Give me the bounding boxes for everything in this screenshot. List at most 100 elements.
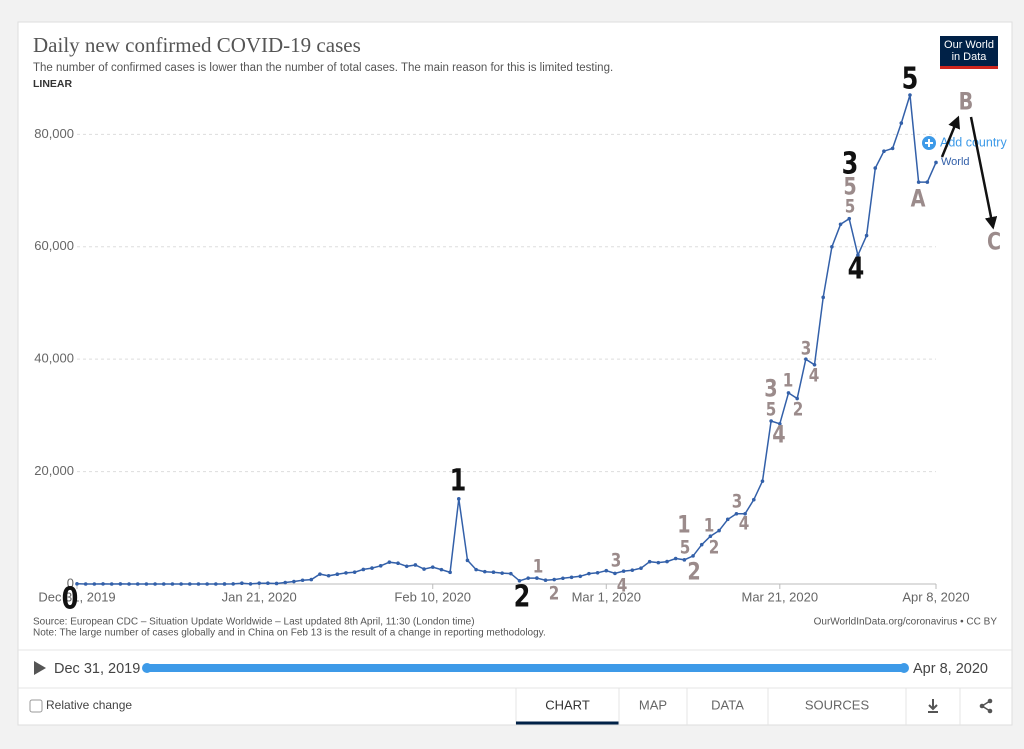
add-country-label[interactable]: Add country xyxy=(940,135,1007,149)
data-point xyxy=(804,357,808,361)
data-point xyxy=(595,571,600,575)
data-point xyxy=(673,556,678,561)
wave-label: 4 xyxy=(739,513,750,535)
timeline-end: Apr 8, 2020 xyxy=(913,661,988,677)
wave-label: 5 xyxy=(680,537,691,559)
tab-label[interactable]: MAP xyxy=(639,697,667,712)
data-point xyxy=(309,577,314,582)
data-point xyxy=(561,576,565,581)
data-point xyxy=(318,572,322,576)
data-point xyxy=(109,582,114,586)
data-point xyxy=(153,582,157,586)
data-point xyxy=(908,93,912,97)
wave-label: 3 xyxy=(842,147,859,181)
data-point xyxy=(144,582,149,586)
legend-label: World xyxy=(941,156,970,168)
data-point xyxy=(665,559,669,564)
data-point xyxy=(890,146,895,151)
data-point xyxy=(422,567,426,571)
data-point xyxy=(760,479,765,483)
wave-label: 5 xyxy=(766,399,777,421)
share-icon-dot[interactable] xyxy=(979,703,985,709)
data-point xyxy=(118,582,123,586)
data-point xyxy=(769,419,773,423)
data-point xyxy=(778,422,782,426)
x-tick-label: Jan 21, 2020 xyxy=(222,589,297,604)
data-point xyxy=(135,582,140,586)
checkbox[interactable] xyxy=(29,699,43,713)
data-point xyxy=(83,582,88,586)
chart-title: Daily new confirmed COVID-19 cases xyxy=(33,33,361,57)
wave-label: 4 xyxy=(772,422,785,450)
data-point xyxy=(404,564,409,569)
method-note: Note: The large number of cases globally… xyxy=(33,628,546,639)
data-point xyxy=(283,580,288,585)
data-point xyxy=(274,581,279,586)
data-point xyxy=(639,566,643,571)
relative-change[interactable]: Relative change xyxy=(46,698,132,712)
data-point xyxy=(630,568,635,572)
wave-label: 5 xyxy=(902,62,919,96)
data-point xyxy=(708,534,713,539)
wave-label: 5 xyxy=(845,196,856,218)
data-point xyxy=(647,559,652,564)
data-point xyxy=(170,582,175,586)
timeline-handle[interactable] xyxy=(899,663,909,673)
logo-text: in Data xyxy=(952,51,988,63)
data-point xyxy=(743,511,747,516)
data-point xyxy=(830,244,834,249)
tab-label[interactable]: SOURCES xyxy=(805,697,870,712)
x-tick-label: Mar 1, 2020 xyxy=(572,589,641,604)
play-button[interactable] xyxy=(34,661,46,675)
data-point xyxy=(335,572,340,577)
data-point xyxy=(326,573,331,578)
data-point xyxy=(430,565,435,569)
data-point xyxy=(656,560,661,565)
wave-label: 1 xyxy=(704,515,715,537)
data-point xyxy=(882,149,886,154)
wave-label: 1 xyxy=(533,556,544,578)
x-tick-label: Feb 10, 2020 xyxy=(394,589,471,604)
data-point xyxy=(621,569,626,573)
wave-label: 3 xyxy=(801,338,812,360)
data-point xyxy=(517,578,522,583)
data-point xyxy=(92,582,97,586)
arrow xyxy=(969,116,998,230)
data-point xyxy=(257,581,262,585)
data-point xyxy=(552,577,557,582)
wave-label: A xyxy=(911,186,926,214)
wave-label: 2 xyxy=(549,583,560,605)
share-icon-dot[interactable] xyxy=(987,708,993,714)
data-point xyxy=(500,571,504,575)
add-country-plus[interactable] xyxy=(925,139,933,147)
wave-label: 2 xyxy=(793,399,804,421)
data-point xyxy=(214,582,218,586)
data-point xyxy=(292,579,296,584)
tab-label[interactable]: DATA xyxy=(711,697,744,712)
download-icon[interactable] xyxy=(928,699,938,713)
wave-label: C xyxy=(987,229,1001,257)
wave-label: 4 xyxy=(809,365,820,387)
wave-label: 1 xyxy=(783,370,794,392)
data-point xyxy=(231,582,235,586)
wave-label: 2 xyxy=(514,580,531,614)
data-point xyxy=(821,295,826,300)
share-icon-dot[interactable] xyxy=(987,698,993,704)
card xyxy=(17,21,1013,726)
data-point xyxy=(187,582,192,586)
wave-label: 3 xyxy=(611,550,622,572)
data-point xyxy=(682,558,687,562)
data-point xyxy=(934,160,938,165)
y-tick-label: 20,000 xyxy=(34,463,74,478)
data-point xyxy=(465,558,470,563)
timeline-handle[interactable] xyxy=(142,663,152,673)
data-point xyxy=(699,542,704,547)
data-point xyxy=(786,391,791,395)
credit: OurWorldInData.org/coronavirus • CC BY xyxy=(814,617,998,628)
data-point xyxy=(751,497,756,502)
tab-label[interactable]: CHART xyxy=(545,697,590,712)
data-point xyxy=(717,528,721,533)
data-point xyxy=(413,563,418,567)
